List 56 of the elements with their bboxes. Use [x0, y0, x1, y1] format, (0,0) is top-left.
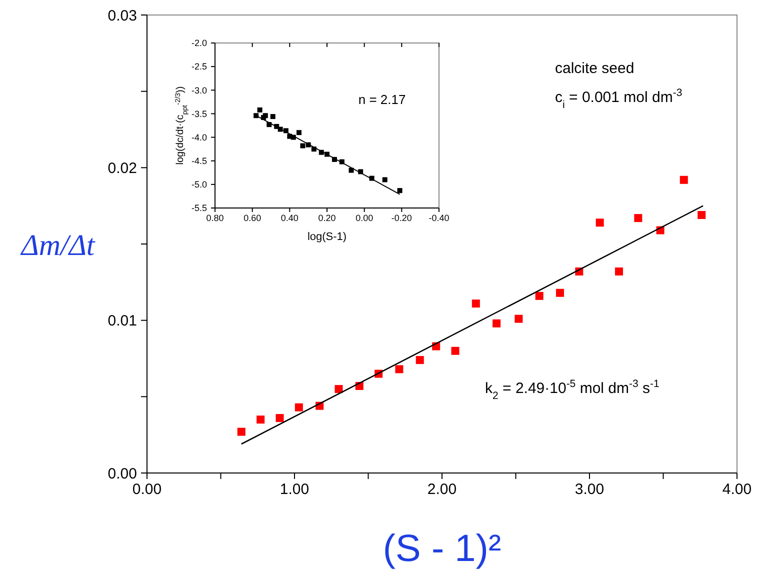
y-tick-label: -2.5 — [191, 62, 207, 72]
point — [535, 292, 544, 300]
point — [334, 385, 343, 394]
y-tick-label: -3.0 — [191, 85, 207, 96]
point — [270, 114, 276, 120]
x-tick-label: 0.40 — [280, 213, 298, 223]
x-tick-label: 0.60 — [244, 213, 262, 223]
y-tick-label: 0.00 — [108, 465, 137, 482]
annotation: calcite seed — [555, 60, 634, 77]
x-tick-label: 1.00 — [280, 481, 310, 498]
y-tick-label: -3.5 — [191, 108, 207, 119]
point — [416, 356, 424, 364]
point — [257, 107, 262, 112]
annotation: c$_{i}$ = 0.001 mol dm$^{-3}$ — [555, 87, 682, 111]
y-tick-label: -2.0 — [191, 38, 207, 48]
point — [596, 218, 604, 227]
x-tick-label: -0.40 — [428, 213, 450, 223]
y-axis-title: Δm/Δt — [20, 229, 96, 262]
x-axis-title: log(S-1) — [307, 231, 347, 243]
annotation: k$_{2}$ = 2.49·10$^{-5}$ mol dm$^{-3}$ s$^{-1}$ — [485, 378, 660, 402]
x-tick-label: 0.80 — [206, 213, 224, 223]
x-tick-label: 0.00 — [356, 213, 374, 223]
x-tick-label: 0.20 — [318, 213, 336, 223]
point — [294, 403, 303, 412]
y-tick-label: -4.0 — [191, 132, 207, 142]
point — [698, 210, 706, 219]
y-tick-label: -5.5 — [191, 203, 207, 214]
point — [300, 143, 306, 148]
y-tick-label: -4.5 — [191, 156, 207, 166]
x-tick-label: 3.00 — [574, 481, 604, 498]
point — [634, 214, 642, 222]
point — [514, 314, 523, 323]
point — [256, 416, 265, 424]
y-tick-label: 0.02 — [108, 160, 137, 177]
x-tick-label: 4.00 — [722, 481, 752, 498]
point — [451, 346, 460, 355]
y-tick-label: 0.03 — [108, 7, 137, 24]
annotation: n = 2.17 — [358, 92, 406, 108]
x-tick-label: 2.00 — [427, 481, 457, 498]
point — [382, 177, 388, 182]
point — [296, 130, 302, 136]
x-tick-label: 0.00 — [132, 481, 162, 498]
point — [237, 428, 246, 436]
point — [615, 267, 623, 276]
x-tick-label: -0.20 — [391, 213, 412, 223]
point — [276, 414, 284, 422]
x-axis-title: (S - 1)² — [382, 528, 502, 570]
point — [395, 365, 404, 374]
point — [492, 319, 501, 328]
point — [556, 288, 564, 297]
point — [680, 176, 688, 184]
point — [254, 113, 259, 118]
y-tick-label: -5.0 — [191, 180, 207, 190]
point — [472, 300, 480, 308]
y-tick-label: 0.01 — [108, 312, 137, 330]
point — [397, 188, 402, 194]
